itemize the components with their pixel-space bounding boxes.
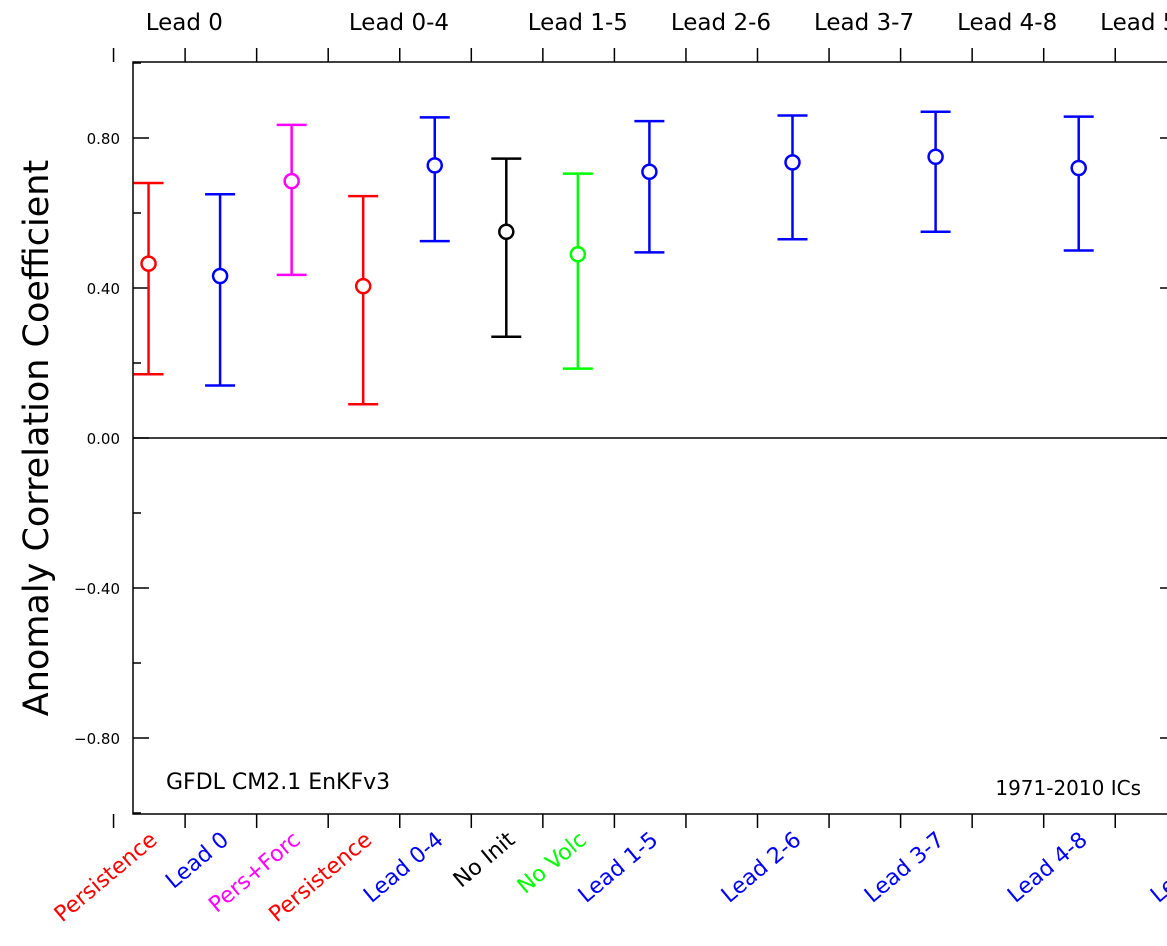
top-label: Lead 3-7 xyxy=(814,10,914,36)
data-point xyxy=(641,163,658,180)
data-point xyxy=(354,277,372,295)
data-point xyxy=(569,246,587,263)
x-category-label: Lead 1-5 xyxy=(574,827,663,908)
x-category-label: Lead 2-6 xyxy=(717,827,806,908)
data-point xyxy=(426,157,443,174)
annotation-model: GFDL CM2.1 EnKFv3 xyxy=(166,770,390,795)
y-tick-labels: 0.80 0.40 0.00 −0.40 −0.80 xyxy=(74,130,120,748)
top-label: Lead 1-5 xyxy=(528,10,628,36)
error-bar xyxy=(205,193,236,387)
data-point xyxy=(1070,159,1087,177)
y-tick-label: 0.80 xyxy=(87,130,120,148)
data-point xyxy=(140,255,157,272)
x-category-label: Persistence xyxy=(50,827,162,927)
x-category-label: No Init xyxy=(449,827,521,893)
top-label: Lead 2-6 xyxy=(671,10,771,36)
x-category-label: Lead 5-9 xyxy=(1146,827,1167,908)
x-category-label: Lead 4-8 xyxy=(1003,827,1092,908)
error-bar xyxy=(491,157,522,338)
top-label: Lead 4-8 xyxy=(957,10,1057,36)
x-category-label: Lead 3-7 xyxy=(860,827,949,908)
axis-ticks xyxy=(112,48,1167,828)
y-axis-label: Anomaly Correlation Coefficient xyxy=(17,160,57,716)
error-bar xyxy=(562,172,593,370)
error-bar xyxy=(348,194,379,406)
error-bar xyxy=(1063,115,1094,252)
top-labels: Lead 0 Lead 0-4 Lead 1-5 Lead 2-6 Lead 3-7 Le… xyxy=(146,10,1167,36)
error-bars xyxy=(133,110,1094,406)
top-label: Lead 0-4 xyxy=(349,10,449,36)
top-label: Lead 5-9 xyxy=(1100,10,1167,36)
top-label: Lead 0 xyxy=(146,10,223,36)
error-bar xyxy=(419,116,450,243)
data-point xyxy=(283,172,300,190)
data-point xyxy=(211,267,229,285)
y-tick-label: −0.80 xyxy=(74,730,120,748)
y-tick-label: 0.40 xyxy=(87,280,120,298)
data-point xyxy=(784,154,801,171)
error-bar xyxy=(276,123,307,277)
error-bar xyxy=(634,119,665,254)
x-category-label: Lead 0-4 xyxy=(359,827,448,908)
y-tick-label: 0.00 xyxy=(87,430,120,448)
data-point xyxy=(927,148,944,165)
annotation-period: 1971-2010 ICs xyxy=(995,776,1141,800)
data-point xyxy=(498,223,515,240)
y-tick-label: −0.40 xyxy=(74,580,120,598)
error-bar xyxy=(777,114,808,241)
error-bar xyxy=(920,110,951,233)
error-bar xyxy=(133,181,164,376)
